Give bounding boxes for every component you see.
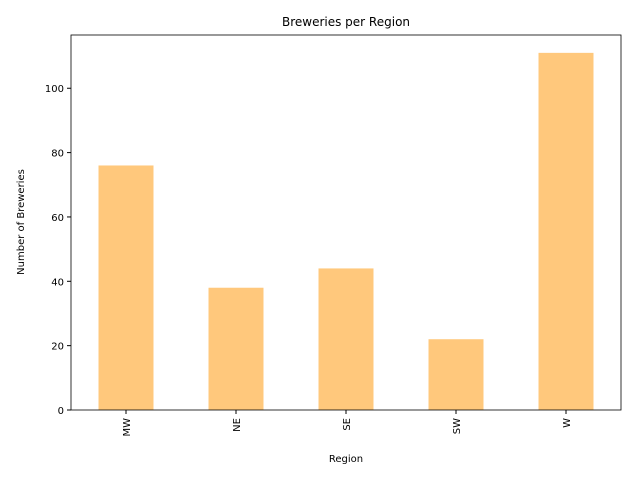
bar <box>98 165 154 410</box>
y-tick-label: 60 <box>51 213 64 224</box>
bar <box>538 52 594 410</box>
y-tick-label: 100 <box>45 84 64 95</box>
x-tick-label: SW <box>452 418 463 434</box>
y-tick-label: 80 <box>51 149 64 160</box>
x-axis-label: Region <box>329 454 363 465</box>
y-axis-label: Number of Breweries <box>16 169 27 275</box>
x-tick-label: W <box>562 418 573 428</box>
bar <box>208 287 264 410</box>
bar <box>318 268 374 410</box>
plot-frame <box>70 34 622 411</box>
chart-title: Breweries per Region <box>282 15 410 29</box>
x-tick-label: MW <box>122 418 133 437</box>
x-tick-label: NE <box>232 418 243 432</box>
y-tick-label: 0 <box>58 406 64 417</box>
y-tick-label: 20 <box>51 342 64 353</box>
y-tick-label: 40 <box>51 277 64 288</box>
bar <box>428 339 484 410</box>
x-tick-label: SE <box>342 418 353 431</box>
